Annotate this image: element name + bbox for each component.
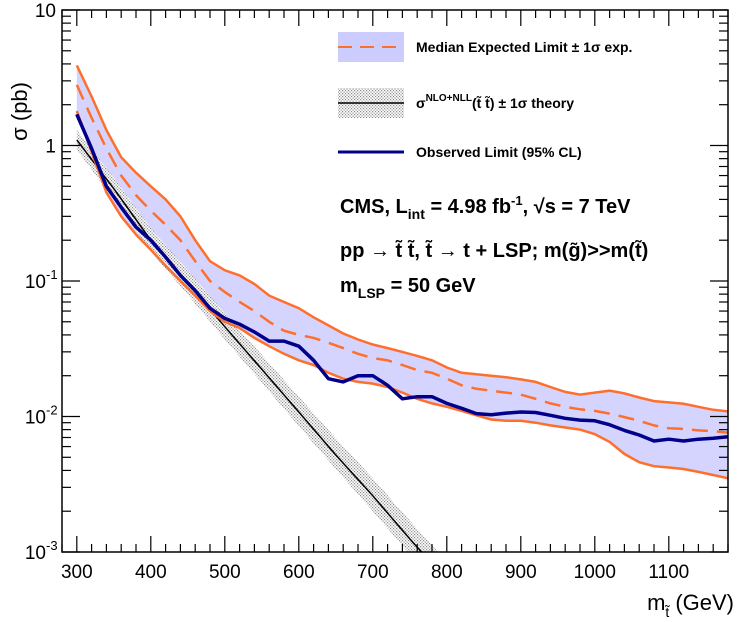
x-tick-label: 800 — [431, 562, 463, 583]
axis-ticks — [61, 9, 729, 553]
annotation-lsp-mass: mLSP = 50 GeV — [340, 275, 476, 301]
y-tick-label: 10 — [35, 1, 56, 22]
legend-label-expected: Median Expected Limit ± 1σ exp. — [416, 39, 632, 55]
x-tick-label: 1000 — [574, 562, 616, 583]
x-tick-label: 300 — [61, 562, 93, 583]
expected-plus-one-sigma-line — [75, 64, 728, 413]
legend-label-observed: Observed Limit (95% CL) — [416, 144, 582, 160]
y-tick-label: 1 — [45, 137, 56, 158]
y-tick-exponent: -2 — [46, 403, 58, 418]
y-tick-label: 10 — [25, 272, 46, 293]
y-tick-label: 10 — [25, 543, 46, 564]
x-tick-label: 1100 — [648, 562, 689, 583]
legend: Median Expected Limit ± 1σ exp. σNLO+NLL… — [338, 32, 632, 160]
annotation-lumi: CMS, Lint = 4.98 fb-1, √s = 7 TeV — [340, 193, 631, 222]
x-tick-label: 700 — [357, 562, 389, 583]
y-tick-label: 10 — [25, 408, 46, 429]
y-tick-exponent: -3 — [46, 538, 58, 553]
x-tick-label: 500 — [209, 562, 241, 583]
expected-minus-one-sigma-line — [75, 110, 728, 480]
expected-median-line — [75, 84, 728, 434]
theory-cross-section-line — [76, 139, 423, 552]
x-tick-label: 900 — [505, 562, 537, 583]
x-tick-label: 600 — [283, 562, 315, 583]
x-tick-label: 400 — [135, 562, 167, 583]
annotation-process: pp → t̃ t̃, t̃ → t + LSP; m(g̃)>>m(t̃) — [340, 239, 648, 262]
observed-limit-line — [75, 113, 728, 443]
legend-label-theory: σNLO+NLL(t̃ t̃) ± 1σ theory — [416, 93, 574, 111]
x-axis-title: mt̃ (GeV) — [647, 590, 734, 620]
expected-sigma-band — [76, 65, 728, 479]
y-axis-title: σ (pb) — [7, 82, 32, 141]
y-tick-exponent: -1 — [46, 267, 58, 282]
